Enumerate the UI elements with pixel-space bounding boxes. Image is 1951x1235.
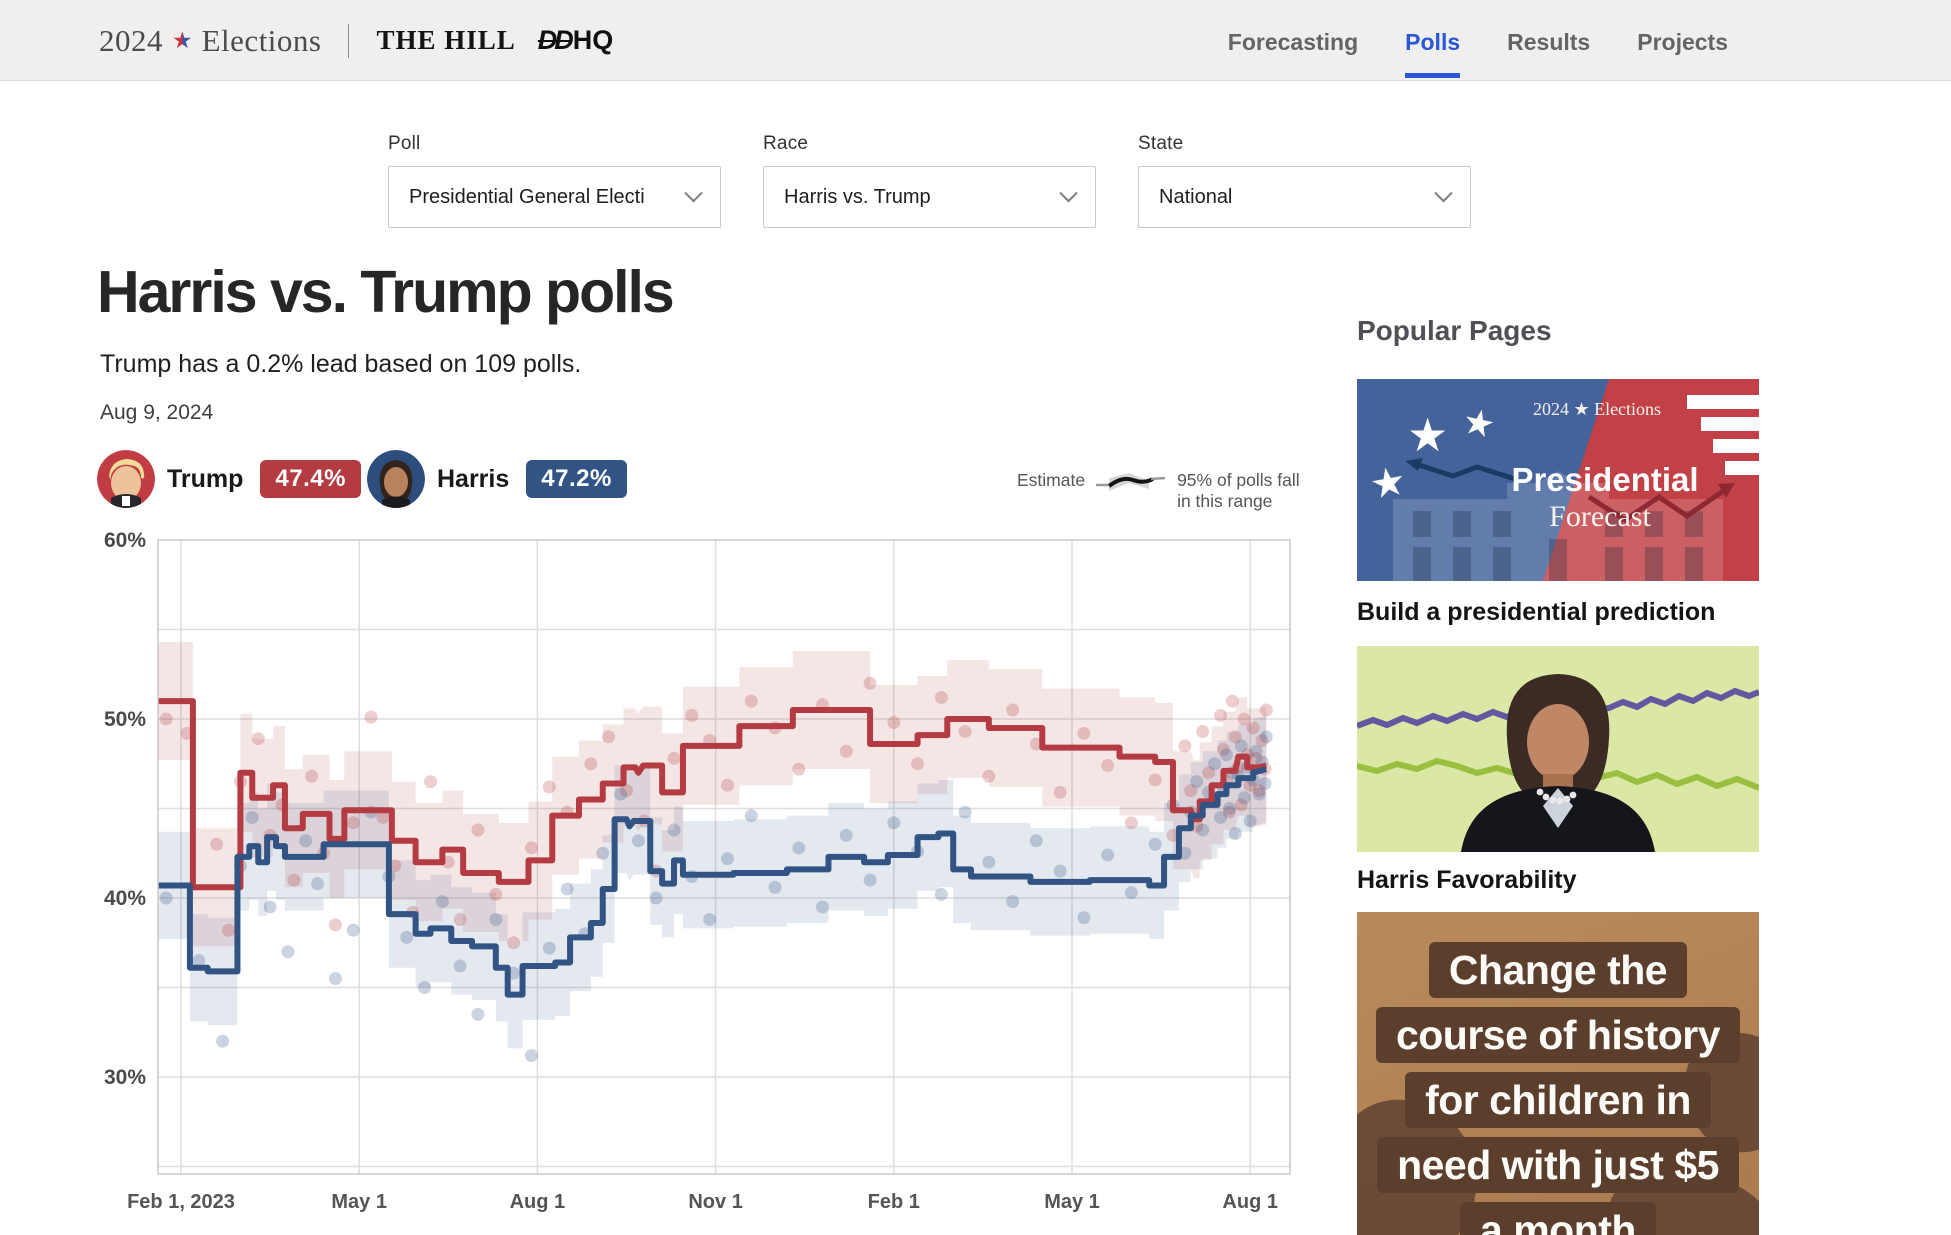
nav-projects[interactable]: Projects bbox=[1637, 29, 1728, 55]
chart-canvas: 60% 50% 40% 30% Feb 1, 2023 May 1 Aug 1 Nov 1 Fe… bbox=[104, 529, 1291, 1213]
ad-line: Change the bbox=[1428, 942, 1688, 998]
presidential-forecast-image: ★ ★ ★ 2024 ★ Elections Presidential Fore… bbox=[1357, 379, 1759, 581]
ad-line: need with just $5 bbox=[1377, 1137, 1739, 1193]
brand-name: Elections bbox=[201, 22, 322, 58]
ddhq-logo[interactable]: DDHQ bbox=[537, 25, 614, 55]
site-logo[interactable]: 2024 ★ Elections THE HILL DDHQ bbox=[99, 0, 613, 81]
filter-bar: Poll Presidential General Electi Race Ha… bbox=[388, 133, 1471, 228]
svg-text:2024 ★ Elections: 2024 ★ Elections bbox=[1533, 399, 1661, 419]
svg-text:30%: 30% bbox=[104, 1066, 146, 1089]
chart-legend: Estimate 95% of polls fall in this range bbox=[1017, 470, 1300, 512]
trump-avatar bbox=[97, 450, 155, 508]
star-icon: ★ bbox=[1407, 409, 1448, 461]
presidential-forecast-card[interactable]: ★ ★ ★ 2024 ★ Elections Presidential Fore… bbox=[1357, 379, 1759, 581]
divider bbox=[348, 23, 350, 58]
polls-trend-chart[interactable]: 60% 50% 40% 30% Feb 1, 2023 May 1 Aug 1 Nov 1 Fe… bbox=[80, 520, 1320, 1220]
svg-text:Aug 1: Aug 1 bbox=[1222, 1191, 1278, 1213]
chevron-down-icon bbox=[684, 183, 703, 202]
star-icon: ★ bbox=[172, 27, 193, 53]
state-select[interactable]: National bbox=[1138, 166, 1471, 228]
state-select-value: National bbox=[1159, 185, 1233, 208]
race-select[interactable]: Harris vs. Trump bbox=[763, 166, 1096, 228]
main-nav: Forecasting Polls Results Projects bbox=[1228, 0, 1728, 81]
race-select-value: Harris vs. Trump bbox=[784, 185, 931, 208]
svg-text:Nov 1: Nov 1 bbox=[688, 1191, 742, 1213]
harris-favorability-image bbox=[1355, 646, 1761, 852]
state-filter-group: State National bbox=[1138, 133, 1471, 228]
race-filter-label: Race bbox=[763, 133, 809, 154]
top-nav-bar: 2024 ★ Elections THE HILL DDHQ Forecasti… bbox=[0, 0, 1951, 81]
star-icon: ★ bbox=[1367, 459, 1410, 509]
range-label: 95% of polls fall in this range bbox=[1177, 470, 1300, 511]
popular-pages-heading: Popular Pages bbox=[1357, 315, 1552, 346]
favorability-card-caption[interactable]: Harris Favorability bbox=[1357, 866, 1577, 894]
harris-value-badge: 47.2% bbox=[526, 460, 627, 498]
svg-text:40%: 40% bbox=[104, 887, 146, 910]
harris-legend-item: Harris 47.2% bbox=[367, 450, 627, 508]
svg-text:Feb 1, 2023: Feb 1, 2023 bbox=[127, 1191, 235, 1213]
svg-text:May 1: May 1 bbox=[1044, 1191, 1100, 1213]
estimate-line-icon bbox=[1096, 473, 1166, 491]
svg-text:Aug 1: Aug 1 bbox=[510, 1191, 566, 1213]
trump-legend-item: Trump 47.4% bbox=[97, 450, 361, 508]
poll-select[interactable]: Presidential General Electi bbox=[388, 166, 721, 228]
poll-filter-label: Poll bbox=[388, 133, 421, 154]
svg-text:May 1: May 1 bbox=[331, 1191, 387, 1213]
nav-results[interactable]: Results bbox=[1507, 29, 1591, 55]
lead-summary: Trump has a 0.2% lead based on 109 polls… bbox=[100, 350, 582, 378]
poll-filter-group: Poll Presidential General Electi bbox=[388, 133, 721, 228]
trump-value-badge: 47.4% bbox=[260, 460, 361, 498]
page-title: Harris vs. Trump polls bbox=[97, 259, 675, 325]
as-of-date: Aug 9, 2024 bbox=[100, 401, 214, 424]
state-filter-label: State bbox=[1138, 133, 1184, 154]
race-filter-group: Race Harris vs. Trump bbox=[763, 133, 1096, 228]
harris-avatar bbox=[367, 450, 425, 508]
ad-line: for children in bbox=[1405, 1072, 1711, 1128]
charity-ad-card[interactable]: Change the course of history for childre… bbox=[1357, 912, 1759, 1235]
harris-name: Harris bbox=[437, 464, 510, 493]
svg-text:Feb 1: Feb 1 bbox=[868, 1191, 920, 1213]
trump-name: Trump bbox=[167, 464, 244, 493]
chevron-down-icon bbox=[1059, 183, 1078, 202]
poll-select-value: Presidential General Electi bbox=[409, 185, 645, 208]
nav-forecasting[interactable]: Forecasting bbox=[1227, 29, 1359, 55]
the-hill-logo[interactable]: THE HILL bbox=[376, 25, 516, 55]
ad-line: course of history bbox=[1375, 1007, 1741, 1063]
nav-polls[interactable]: Polls bbox=[1405, 3, 1461, 78]
svg-text:60%: 60% bbox=[104, 529, 146, 552]
svg-text:Presidential: Presidential bbox=[1511, 461, 1698, 498]
chevron-down-icon bbox=[1434, 183, 1453, 202]
svg-text:50%: 50% bbox=[104, 708, 146, 731]
brand-year: 2024 bbox=[99, 22, 163, 58]
ad-text: Change the course of history for childre… bbox=[1357, 942, 1759, 1235]
forecast-card-caption[interactable]: Build a presidential prediction bbox=[1357, 598, 1716, 626]
ad-line: a month bbox=[1460, 1202, 1656, 1235]
estimate-label: Estimate bbox=[1017, 470, 1086, 490]
harris-favorability-card[interactable] bbox=[1355, 646, 1761, 852]
svg-text:Forecast: Forecast bbox=[1549, 500, 1651, 533]
